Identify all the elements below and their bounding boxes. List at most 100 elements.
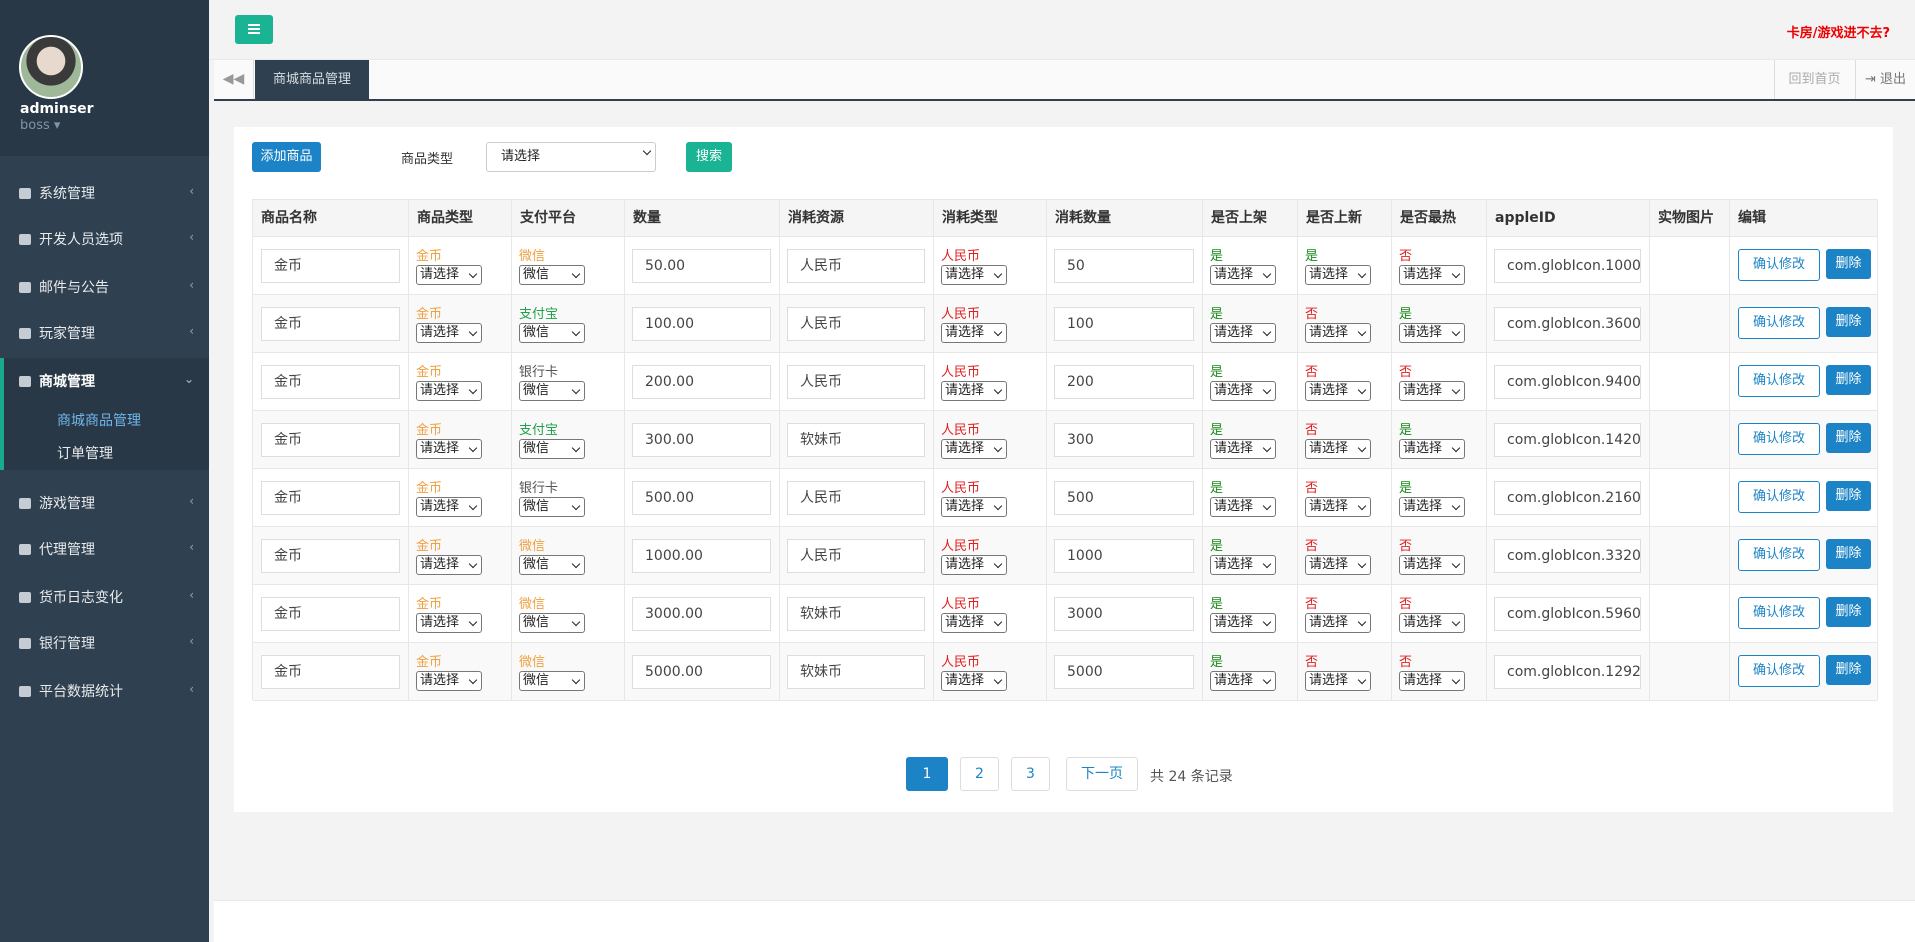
- cell-select[interactable]: 微信: [519, 439, 585, 459]
- confirm-button[interactable]: 确认修改: [1738, 481, 1820, 513]
- cell-select[interactable]: 请选择: [1210, 497, 1276, 517]
- cell-input[interactable]: 金币: [261, 481, 400, 515]
- cell-input[interactable]: com.globIcon.9400: [1494, 365, 1641, 399]
- cell-input[interactable]: 金币: [261, 655, 400, 689]
- delete-button[interactable]: 删除: [1826, 655, 1871, 685]
- cell-input[interactable]: com.globIcon.1420: [1494, 423, 1641, 457]
- cell-select[interactable]: 请选择: [1305, 265, 1371, 285]
- cell-select[interactable]: 请选择: [941, 613, 1007, 633]
- cell-select[interactable]: 请选择: [416, 381, 482, 401]
- cell-select[interactable]: 微信: [519, 323, 585, 343]
- page-button[interactable]: 2: [960, 757, 999, 791]
- cell-input[interactable]: 200.00: [632, 365, 771, 399]
- cell-input[interactable]: 人民币: [787, 481, 925, 515]
- cell-input[interactable]: 金币: [261, 249, 400, 283]
- next-page[interactable]: 下一页: [1066, 757, 1138, 791]
- confirm-button[interactable]: 确认修改: [1738, 249, 1820, 281]
- cell-input[interactable]: 300: [1054, 423, 1194, 457]
- delete-button[interactable]: 删除: [1826, 539, 1871, 569]
- cell-input[interactable]: 100: [1054, 307, 1194, 341]
- delete-button[interactable]: 删除: [1826, 249, 1871, 279]
- cell-input[interactable]: com.globIcon.2160: [1494, 481, 1641, 515]
- page-button[interactable]: 3: [1011, 757, 1050, 791]
- menu-item[interactable]: 商城管理 ⌄: [19, 371, 194, 391]
- confirm-button[interactable]: 确认修改: [1738, 597, 1820, 629]
- cell-select[interactable]: 请选择: [1399, 613, 1465, 633]
- cell-select[interactable]: 请选择: [1210, 323, 1276, 343]
- cell-input[interactable]: 软妹币: [787, 597, 925, 631]
- cell-input[interactable]: 人民币: [787, 307, 925, 341]
- cell-select[interactable]: 微信: [519, 613, 585, 633]
- cell-input[interactable]: 100.00: [632, 307, 771, 341]
- cell-select[interactable]: 请选择: [1210, 671, 1276, 691]
- menu-item[interactable]: 平台数据统计 ‹: [19, 681, 194, 701]
- submenu-item[interactable]: 商城商品管理: [57, 413, 141, 429]
- tab-active[interactable]: 商城商品管理: [255, 60, 369, 99]
- delete-button[interactable]: 删除: [1826, 423, 1871, 453]
- cell-select[interactable]: 请选择: [1399, 497, 1465, 517]
- cell-input[interactable]: 金币: [261, 539, 400, 573]
- cell-select[interactable]: 请选择: [1305, 323, 1371, 343]
- cell-select[interactable]: 请选择: [941, 439, 1007, 459]
- cell-select[interactable]: 请选择: [1210, 265, 1276, 285]
- submenu-item[interactable]: 订单管理: [57, 446, 113, 462]
- cell-select[interactable]: 请选择: [1305, 671, 1371, 691]
- cell-select[interactable]: 请选择: [416, 613, 482, 633]
- cell-input[interactable]: com.globIcon.3600: [1494, 307, 1641, 341]
- cell-input[interactable]: 200: [1054, 365, 1194, 399]
- cell-select[interactable]: 请选择: [416, 439, 482, 459]
- menu-item[interactable]: 开发人员选项 ‹: [19, 229, 194, 249]
- cell-input[interactable]: 5000: [1054, 655, 1194, 689]
- cell-select[interactable]: 微信: [519, 381, 585, 401]
- logout[interactable]: ⇥ 退出: [1855, 60, 1915, 99]
- cell-select[interactable]: 请选择: [1305, 497, 1371, 517]
- cell-input[interactable]: 300.00: [632, 423, 771, 457]
- cell-select[interactable]: 微信: [519, 671, 585, 691]
- cell-select[interactable]: 请选择: [941, 265, 1007, 285]
- delete-button[interactable]: 删除: [1826, 307, 1871, 337]
- confirm-button[interactable]: 确认修改: [1738, 655, 1820, 687]
- cell-select[interactable]: 请选择: [1399, 555, 1465, 575]
- filter-select[interactable]: 请选择: [486, 142, 656, 172]
- cell-select[interactable]: 请选择: [1399, 323, 1465, 343]
- delete-button[interactable]: 删除: [1826, 365, 1871, 395]
- cell-input[interactable]: 50: [1054, 249, 1194, 283]
- cell-select[interactable]: 请选择: [1305, 613, 1371, 633]
- cell-input[interactable]: 50.00: [632, 249, 771, 283]
- cell-input[interactable]: com.globIcon.1292: [1494, 655, 1641, 689]
- cell-select[interactable]: 请选择: [1210, 613, 1276, 633]
- cell-input[interactable]: com.globIcon.3320: [1494, 539, 1641, 573]
- cell-select[interactable]: 请选择: [1399, 265, 1465, 285]
- cell-select[interactable]: 请选择: [941, 381, 1007, 401]
- tab-back[interactable]: ◀◀: [214, 60, 254, 99]
- confirm-button[interactable]: 确认修改: [1738, 365, 1820, 397]
- add-button[interactable]: 添加商品: [252, 142, 321, 172]
- cell-input[interactable]: 人民币: [787, 365, 925, 399]
- menu-toggle[interactable]: [235, 15, 273, 44]
- confirm-button[interactable]: 确认修改: [1738, 423, 1820, 455]
- cell-input[interactable]: com.globIcon.5960: [1494, 597, 1641, 631]
- cell-select[interactable]: 请选择: [941, 323, 1007, 343]
- menu-item[interactable]: 玩家管理 ‹: [19, 323, 194, 343]
- help-link[interactable]: 卡房/游戏进不去?: [1786, 26, 1890, 41]
- confirm-button[interactable]: 确认修改: [1738, 539, 1820, 571]
- cell-select[interactable]: 请选择: [416, 265, 482, 285]
- cell-select[interactable]: 微信: [519, 497, 585, 517]
- cell-select[interactable]: 请选择: [941, 671, 1007, 691]
- cell-input[interactable]: 金币: [261, 423, 400, 457]
- cell-select[interactable]: 请选择: [1399, 439, 1465, 459]
- user-role[interactable]: boss ▾: [20, 118, 61, 133]
- cell-input[interactable]: 软妹币: [787, 423, 925, 457]
- cell-input[interactable]: 1000: [1054, 539, 1194, 573]
- cell-input[interactable]: 软妹币: [787, 655, 925, 689]
- menu-item[interactable]: 游戏管理 ‹: [19, 493, 194, 513]
- cell-input[interactable]: 500.00: [632, 481, 771, 515]
- cell-input[interactable]: 金币: [261, 597, 400, 631]
- menu-item[interactable]: 银行管理 ‹: [19, 633, 194, 653]
- cell-select[interactable]: 请选择: [1210, 381, 1276, 401]
- page-button[interactable]: 1: [906, 757, 948, 791]
- delete-button[interactable]: 删除: [1826, 481, 1871, 511]
- home-link[interactable]: 回到首页: [1774, 60, 1854, 99]
- cell-input[interactable]: 500: [1054, 481, 1194, 515]
- cell-select[interactable]: 请选择: [416, 323, 482, 343]
